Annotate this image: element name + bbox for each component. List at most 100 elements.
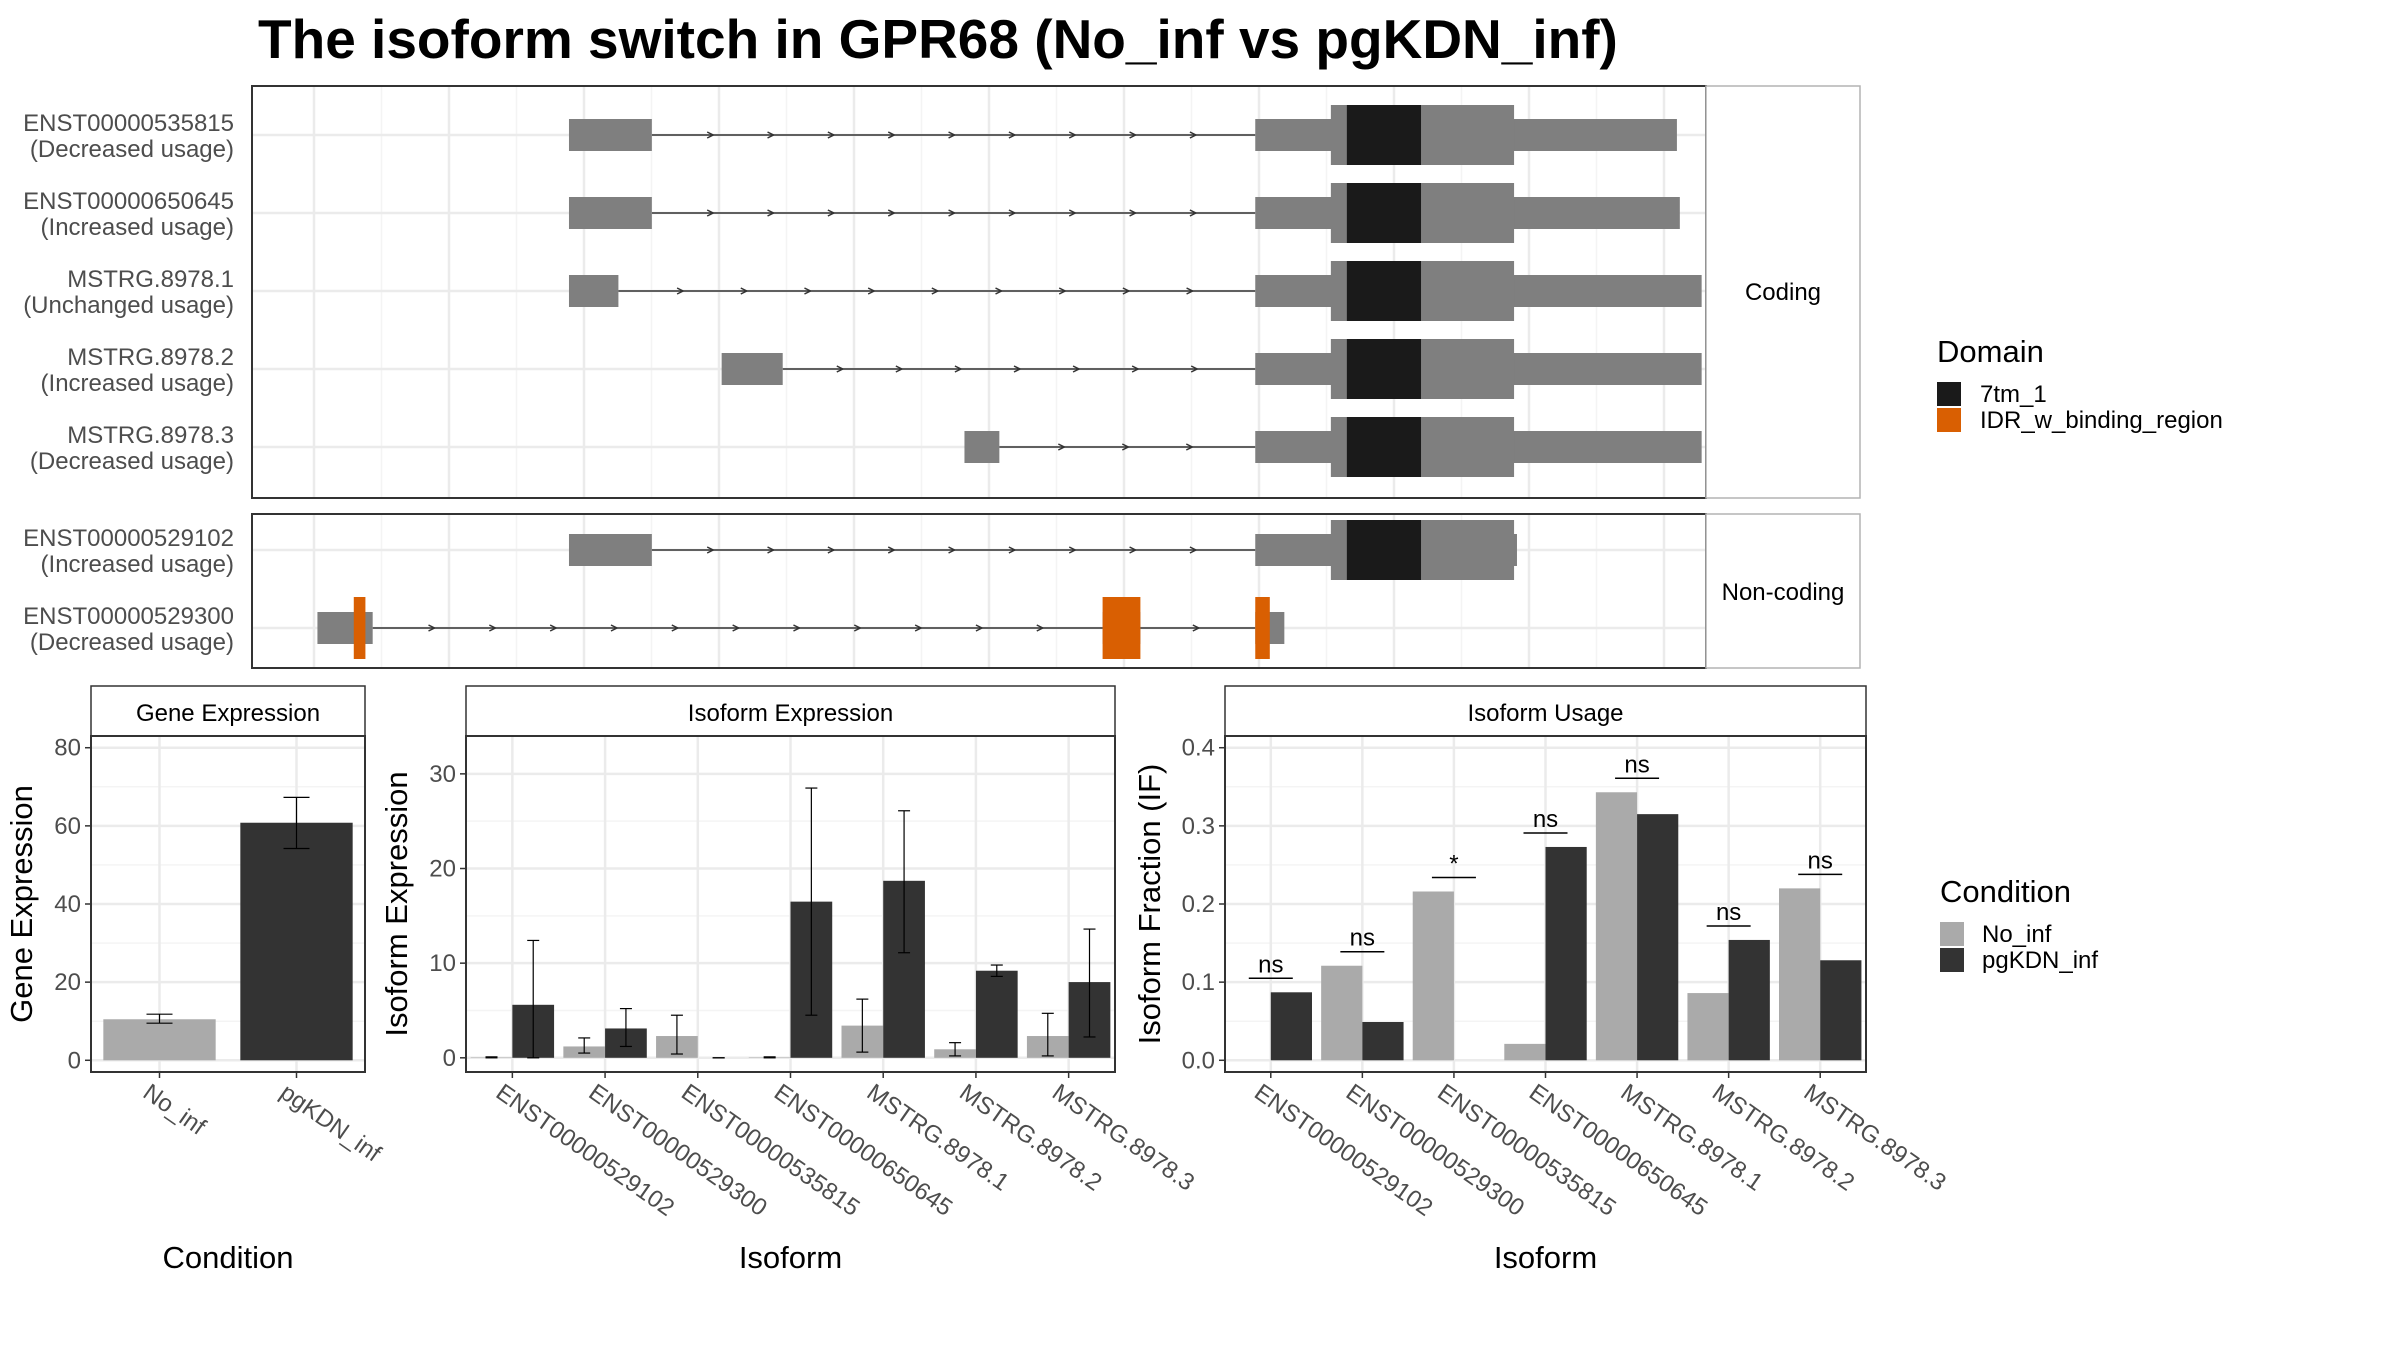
x-tick-label-pgkdn-inf: pgKDN_inf xyxy=(275,1079,386,1168)
intron-arrow xyxy=(1058,287,1067,295)
y-tick-label: 10 xyxy=(429,950,456,977)
domain-7tm-1 xyxy=(1346,339,1422,399)
intron-arrow xyxy=(1190,365,1199,373)
intron-arrow xyxy=(948,209,957,217)
intron-arrow xyxy=(610,624,619,632)
y-tick-label: 0.4 xyxy=(1182,735,1215,762)
figure-title: The isoform switch in GPR68 (No_inf vs p… xyxy=(258,8,1618,70)
intron-arrow xyxy=(1121,443,1130,451)
intron-arrow xyxy=(948,131,957,139)
intron-arrow xyxy=(1131,365,1140,373)
domain-7tm-1 xyxy=(1346,520,1422,580)
legend-swatch-idr xyxy=(1937,408,1961,432)
legend-swatch-pgkdn-inf xyxy=(1940,948,1964,972)
legend-label-7tm-1: 7tm_1 xyxy=(1980,381,2047,408)
gene-expression-chart: Gene Expression 0 20 40 60 80 No_inf pgKDN_inf C… xyxy=(4,685,386,1275)
intron-arrow xyxy=(887,131,896,139)
exon-utr xyxy=(568,275,619,307)
exon-utr xyxy=(568,197,652,229)
transcript-name-mstrg-8978-2: MSTRG.8978.2 xyxy=(67,344,234,371)
y-tick-label: 20 xyxy=(429,856,456,883)
transcript-name-enst00000535815: ENST00000535815 xyxy=(23,110,234,137)
intron-arrow xyxy=(740,287,749,295)
y-axis-title: Gene Expression xyxy=(4,785,39,1023)
panel-title: Isoform Expression xyxy=(688,700,893,727)
intron-arrow xyxy=(549,624,558,632)
y-tick-label: 20 xyxy=(54,969,81,996)
intron-arrow xyxy=(1068,546,1077,554)
bar-pgkdn-inf-mstrg-8978-3 xyxy=(1820,960,1862,1061)
intron-arrow xyxy=(1036,624,1045,632)
condition-legend-title: Condition xyxy=(1940,874,2071,909)
legend-label-no-inf: No_inf xyxy=(1982,921,2052,948)
exon-utr xyxy=(964,431,1000,463)
transcript-name-mstrg-8978-3: MSTRG.8978.3 xyxy=(67,422,234,449)
intron-arrow xyxy=(793,624,802,632)
intron-arrow xyxy=(1008,131,1017,139)
y-tick-label: 40 xyxy=(54,891,81,918)
significance-label: ns xyxy=(1808,847,1833,874)
domain-7tm-1 xyxy=(1346,183,1422,243)
panel-strip xyxy=(1224,685,1867,737)
intron-arrow xyxy=(887,209,896,217)
intron-arrow xyxy=(804,287,813,295)
intron-arrow xyxy=(1068,209,1077,217)
intron-arrow xyxy=(895,365,904,373)
bar-no-inf-enst00000529300 xyxy=(1321,965,1363,1061)
legend-swatch-no-inf xyxy=(1940,922,1964,946)
exon-utr xyxy=(568,119,652,151)
panel-border xyxy=(1224,735,1867,1073)
intron-arrow xyxy=(706,209,715,217)
intron-arrow xyxy=(867,287,876,295)
bar-pgkdn-inf-mstrg-8978-2 xyxy=(1728,939,1770,1061)
transcript-usage-mstrg-8978-1: (Unchanged usage) xyxy=(23,292,234,319)
bar-no-inf-mstrg-8978-3 xyxy=(1779,888,1821,1061)
intron-arrow xyxy=(428,624,437,632)
intron-arrow xyxy=(827,209,836,217)
x-axis-title: Isoform xyxy=(739,1240,842,1275)
y-tick-label: 60 xyxy=(54,813,81,840)
intron-arrow xyxy=(954,365,963,373)
legend-label-pgkdn-inf: pgKDN_inf xyxy=(1982,947,2098,974)
intron-arrow xyxy=(1068,131,1077,139)
intron-arrow xyxy=(1129,209,1138,217)
intron-arrow xyxy=(1189,209,1198,217)
coding-strip-label: Coding xyxy=(1745,279,1821,306)
bar-pgkdn-inf-mstrg-8978-2 xyxy=(975,970,1018,1058)
transcript-usage-mstrg-8978-2: (Increased usage) xyxy=(41,370,234,397)
significance-label: ns xyxy=(1716,899,1741,926)
intron-arrow xyxy=(1189,546,1198,554)
domain-7tm-1 xyxy=(1346,261,1422,321)
bar-pgkdn-inf-mstrg-8978-1 xyxy=(1637,814,1679,1061)
panel-title: Gene Expression xyxy=(136,700,320,727)
y-axis-title: Isoform Expression xyxy=(379,771,414,1036)
intron-arrow xyxy=(1122,287,1131,295)
panel-border xyxy=(90,735,366,1073)
y-tick-label: 30 xyxy=(429,761,456,788)
intron-arrow xyxy=(1072,365,1081,373)
exon-utr xyxy=(721,353,783,385)
domain-7tm-1 xyxy=(1346,417,1422,477)
bar-pgkdn-inf-enst00000529102 xyxy=(1270,992,1312,1061)
intron-arrow xyxy=(767,131,776,139)
intron-arrow xyxy=(767,209,776,217)
transcript-name-enst00000529102: ENST00000529102 xyxy=(23,525,234,552)
isoform-usage-chart: Isoform Usage 0.0 0.1 0.2 0.3 0.4 ns ns * ns ns ns n… xyxy=(1132,685,1951,1275)
intron-arrow xyxy=(914,624,923,632)
intron-arrow xyxy=(732,624,741,632)
y-tick-label: 0.3 xyxy=(1182,813,1215,840)
x-tick-label-no-inf: No_inf xyxy=(138,1079,211,1141)
y-tick-label: 0.0 xyxy=(1182,1047,1215,1074)
significance-label: * xyxy=(1449,850,1458,877)
bar-no-inf xyxy=(103,1019,216,1061)
intron-arrow xyxy=(853,624,862,632)
isoform-expression-chart: Isoform Expression0102030ENST00000529102… xyxy=(379,685,1199,1275)
intron-arrow xyxy=(1185,443,1194,451)
intron-arrow xyxy=(836,365,845,373)
domain-idr-w-binding-region xyxy=(1255,597,1270,659)
bar-no-inf-enst00000535815 xyxy=(1412,891,1454,1061)
significance-label: ns xyxy=(1258,951,1283,978)
panel-border xyxy=(465,735,1116,1073)
intron-arrow xyxy=(1008,209,1017,217)
